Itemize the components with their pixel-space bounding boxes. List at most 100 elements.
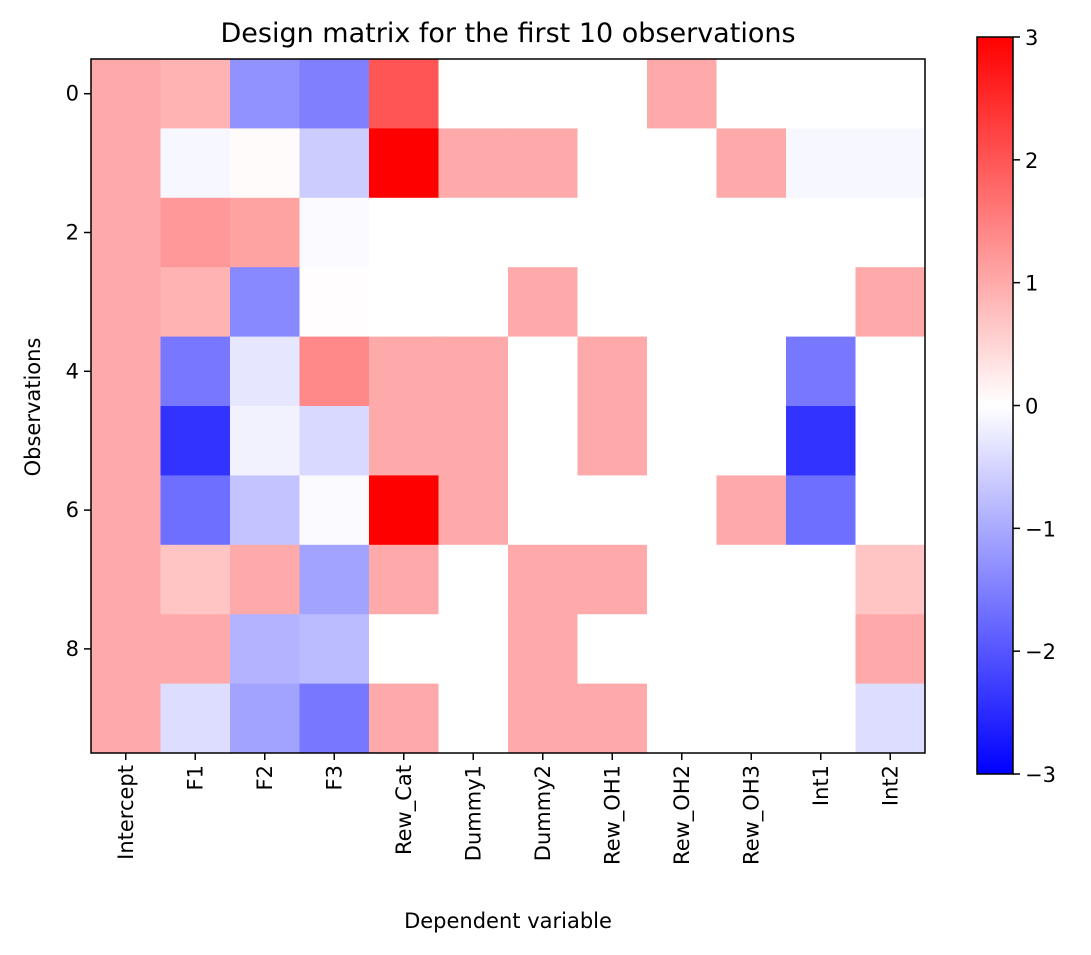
heatmap-cell — [91, 406, 161, 476]
heatmap-cell — [369, 267, 439, 338]
x-axis-label: Dependent variable — [404, 909, 612, 933]
heatmap-cell — [855, 614, 926, 685]
colorbar-tick-label: 0 — [1025, 395, 1038, 419]
heatmap-cell — [91, 267, 161, 338]
x-tick-label: Rew_Cat — [392, 765, 417, 855]
heatmap-cell — [438, 267, 509, 338]
heatmap-cell — [855, 406, 926, 476]
heatmap-cell — [299, 683, 370, 754]
heatmap-cell — [855, 683, 926, 754]
heatmap-cell — [160, 197, 231, 268]
heatmap-cell — [438, 197, 509, 268]
y-tick-label: 2 — [66, 221, 79, 245]
heatmap-cell — [230, 197, 300, 268]
heatmap-cell — [647, 544, 717, 615]
x-tick-label: Rew_OH2 — [670, 765, 695, 865]
heatmap-cell — [647, 336, 717, 407]
x-tick-label: Dummy2 — [531, 765, 555, 861]
heatmap-cell — [230, 59, 300, 129]
colorbar-tick-label: 2 — [1025, 149, 1038, 173]
heatmap-cell — [716, 544, 787, 615]
heatmap-cell — [299, 544, 370, 615]
heatmap-cell — [91, 197, 161, 268]
chart-title: Design matrix for the first 10 observati… — [220, 18, 795, 49]
heatmap-cell — [577, 406, 648, 476]
heatmap-cell — [299, 197, 370, 268]
heatmap-cell — [438, 475, 509, 546]
colorbar-tick-label: 1 — [1025, 272, 1038, 296]
colorbar-tick-label: 3 — [1025, 26, 1038, 50]
heatmap-cell — [438, 336, 509, 407]
heatmap-cell — [160, 336, 231, 407]
x-tick-label: Rew_OH1 — [600, 765, 625, 865]
y-tick-label: 6 — [66, 498, 79, 522]
heatmap-cell — [786, 406, 856, 476]
heatmap-cell — [299, 406, 370, 476]
heatmap-cell — [369, 614, 439, 685]
heatmap-cell — [91, 336, 161, 407]
heatmap-cell — [855, 197, 926, 268]
y-tick-label: 4 — [66, 359, 79, 383]
heatmap-cell — [160, 544, 231, 615]
heatmap-cell — [508, 59, 578, 129]
heatmap-cell — [508, 614, 578, 685]
heatmap-cell — [716, 59, 787, 129]
heatmap-cell — [369, 128, 439, 199]
heatmap-cell — [91, 614, 161, 685]
heatmap-cell — [438, 128, 509, 199]
heatmap-cell — [786, 336, 856, 407]
heatmap-cell — [230, 128, 300, 199]
heatmap-cell — [369, 336, 439, 407]
heatmap-cells — [91, 59, 926, 754]
heatmap-cell — [786, 544, 856, 615]
heatmap-cell — [230, 336, 300, 407]
heatmap-cell — [855, 475, 926, 546]
heatmap-cell — [230, 267, 300, 338]
heatmap-cell — [577, 614, 648, 685]
heatmap-cell — [647, 267, 717, 338]
heatmap-cell — [647, 197, 717, 268]
heatmap-cell — [508, 406, 578, 476]
heatmap-cell — [577, 475, 648, 546]
heatmap-cell — [786, 267, 856, 338]
y-tick-label: 8 — [66, 637, 79, 661]
plot-frame — [90, 58, 926, 754]
heatmap-cell — [716, 406, 787, 476]
heatmap-cell — [855, 336, 926, 407]
heatmap-cell — [369, 544, 439, 615]
x-axis-ticks: Intercept F1 F2 F3 Rew_Cat Dummy1 Dummy2 Rew_OH… — [114, 753, 902, 865]
heatmap-cell — [855, 544, 926, 615]
heatmap-cell — [91, 59, 161, 129]
heatmap-cell — [716, 197, 787, 268]
heatmap-cell — [577, 267, 648, 338]
heatmap-cell — [716, 128, 787, 199]
heatmap-cell — [438, 544, 509, 615]
heatmap-cell — [438, 59, 509, 129]
heatmap-cell — [855, 59, 926, 129]
heatmap-cell — [438, 614, 509, 685]
heatmap-cell — [299, 267, 370, 338]
colorbar — [976, 36, 1014, 775]
x-tick-label: F1 — [183, 765, 207, 790]
heatmap-cell — [299, 59, 370, 129]
heatmap-cell — [647, 683, 717, 754]
heatmap-cell — [647, 406, 717, 476]
heatmap-cell — [369, 197, 439, 268]
heatmap-cell — [786, 683, 856, 754]
x-tick-label: Intercept — [114, 765, 138, 860]
heatmap-cell — [577, 59, 648, 129]
heatmap-cell — [716, 683, 787, 754]
y-tick-label: 0 — [66, 82, 79, 106]
heatmap-cell — [160, 128, 231, 199]
heatmap-cell — [855, 128, 926, 199]
heatmap-cell — [160, 59, 231, 129]
y-axis-label: Observations — [21, 338, 45, 477]
heatmap-cell — [508, 544, 578, 615]
heatmap-cell — [508, 683, 578, 754]
colorbar-ticks: 3 2 1 0 −1 −2 −3 — [1013, 26, 1056, 787]
heatmap-cell — [369, 475, 439, 546]
heatmap-cell — [855, 267, 926, 338]
heatmap-cell — [91, 128, 161, 199]
heatmap-cell — [508, 128, 578, 199]
heatmap-cell — [160, 406, 231, 476]
